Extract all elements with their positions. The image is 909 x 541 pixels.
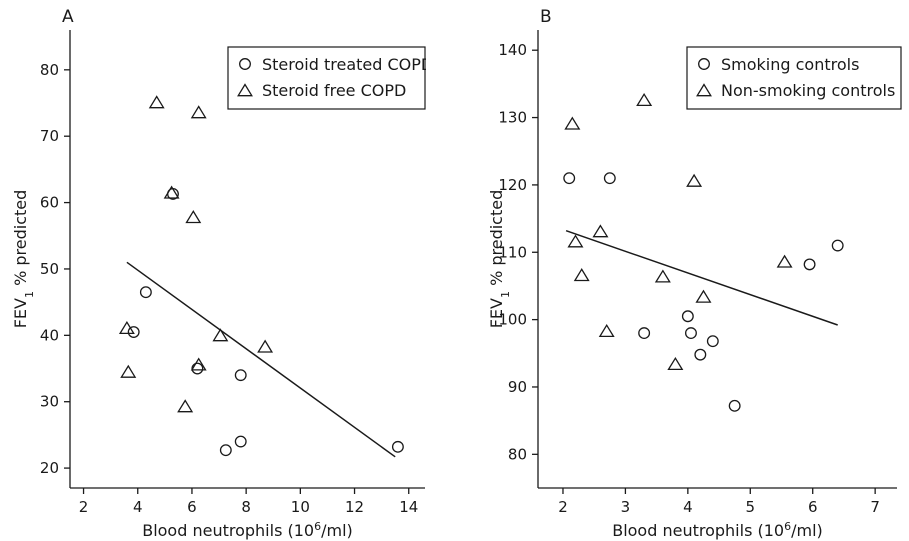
data-point-triangle <box>695 289 712 303</box>
data-point-triangle <box>564 116 581 130</box>
data-point-circle <box>234 369 247 382</box>
data-point-triangle <box>636 92 653 107</box>
data-point-triangle <box>118 320 135 335</box>
data-point-triangle <box>212 328 229 342</box>
data-point-triangle <box>686 173 703 187</box>
data-point-triangle <box>567 234 584 248</box>
y-tick-label: 80 <box>508 445 527 463</box>
legend-marker-triangle <box>237 83 253 97</box>
y-tick-label: 110 <box>498 243 527 261</box>
y-tick-label: 60 <box>40 194 59 212</box>
y-tick-label: 140 <box>498 41 527 59</box>
data-point-circle <box>127 326 140 338</box>
data-point-circle <box>681 310 694 323</box>
y-tick-label: 100 <box>498 311 527 329</box>
y-tick-label: 90 <box>508 378 527 396</box>
x-tick-label: 6 <box>187 498 197 516</box>
data-point-circle <box>191 362 204 375</box>
y-tick-label: 20 <box>40 459 59 477</box>
data-point-triangle <box>177 399 194 413</box>
data-point-circle <box>391 440 404 453</box>
x-axis-title: Blood neutrophils (106/ml) <box>612 520 823 541</box>
panel-label: B <box>540 7 552 27</box>
data-point-triangle <box>573 268 590 282</box>
data-point-triangle <box>598 323 615 338</box>
data-point-circle <box>706 335 719 348</box>
data-point-triangle <box>667 356 684 371</box>
data-point-circle <box>563 172 576 185</box>
data-point-circle <box>803 258 816 271</box>
data-point-triangle <box>257 339 274 353</box>
y-axis-title: FEV1 % predicted <box>11 190 36 329</box>
x-tick-label: 5 <box>746 498 756 516</box>
panel-label: A <box>62 7 74 27</box>
y-tick-label: 50 <box>40 260 59 278</box>
data-point-triangle <box>592 224 609 238</box>
x-tick-label: 2 <box>558 498 568 516</box>
legend-box <box>686 46 902 110</box>
x-axis-title: Blood neutrophils (106/ml) <box>142 520 353 541</box>
x-tick-label: 2 <box>79 498 89 516</box>
legend-marker-circle <box>698 58 710 70</box>
data-point-triangle <box>654 269 671 283</box>
legend: Steroid treated COPD Steroid free COPD <box>227 46 433 110</box>
data-point-circle <box>219 444 232 457</box>
x-tick-label: 4 <box>133 498 143 516</box>
x-tick-label: 3 <box>621 498 631 516</box>
x-tick-label: 7 <box>870 498 880 516</box>
legend-box <box>227 46 426 110</box>
y-tick-label: 120 <box>498 176 527 194</box>
x-tick-label: 6 <box>808 498 818 516</box>
y-tick-label: 80 <box>40 61 59 79</box>
regression-line <box>565 230 838 326</box>
y-tick-label: 130 <box>498 109 527 127</box>
data-point-triangle <box>163 185 180 199</box>
y-axis-title: FEV1 % predicted <box>487 190 512 329</box>
data-point-circle <box>685 327 697 340</box>
data-point-triangle <box>185 210 202 224</box>
data-point-triangle <box>148 95 165 109</box>
data-point-triangle <box>190 357 207 371</box>
data-point-circle <box>694 348 707 361</box>
data-point-triangle <box>776 254 793 268</box>
legend-label: Steroid free COPD <box>262 81 406 100</box>
x-tick-label: 10 <box>291 498 310 516</box>
x-tick-label: 12 <box>345 498 364 516</box>
legend-label: Smoking controls <box>721 55 859 74</box>
x-tick-label: 8 <box>241 498 251 516</box>
legend-label: Steroid treated COPD <box>262 55 433 74</box>
data-point-circle <box>139 286 152 299</box>
data-point-circle <box>728 399 741 412</box>
x-tick-label: 14 <box>399 498 418 516</box>
y-tick-label: 40 <box>40 326 59 344</box>
regression-line <box>126 261 396 458</box>
data-point-circle <box>638 327 651 340</box>
data-point-circle <box>234 435 247 448</box>
y-tick-label: 70 <box>40 127 59 145</box>
data-point-circle <box>603 172 616 185</box>
legend: Smoking controls Non-smoking controls <box>686 46 902 110</box>
data-point-circle <box>831 239 844 252</box>
legend-marker-triangle <box>696 83 712 97</box>
x-tick-label: 4 <box>683 498 693 516</box>
data-point-triangle <box>190 105 207 119</box>
legend-marker-circle <box>239 58 251 70</box>
panel-b: B 80 90 100 110 120 130 140 2 3 4 5 6 7 Blood neutroph… <box>487 7 902 541</box>
data-point-triangle <box>120 364 137 378</box>
panel-a: A 20 30 40 50 60 70 80 2 4 6 8 10 12 14 Blood neutrophi… <box>11 7 433 541</box>
y-tick-label: 30 <box>40 393 59 411</box>
legend-label: Non-smoking controls <box>721 81 895 100</box>
